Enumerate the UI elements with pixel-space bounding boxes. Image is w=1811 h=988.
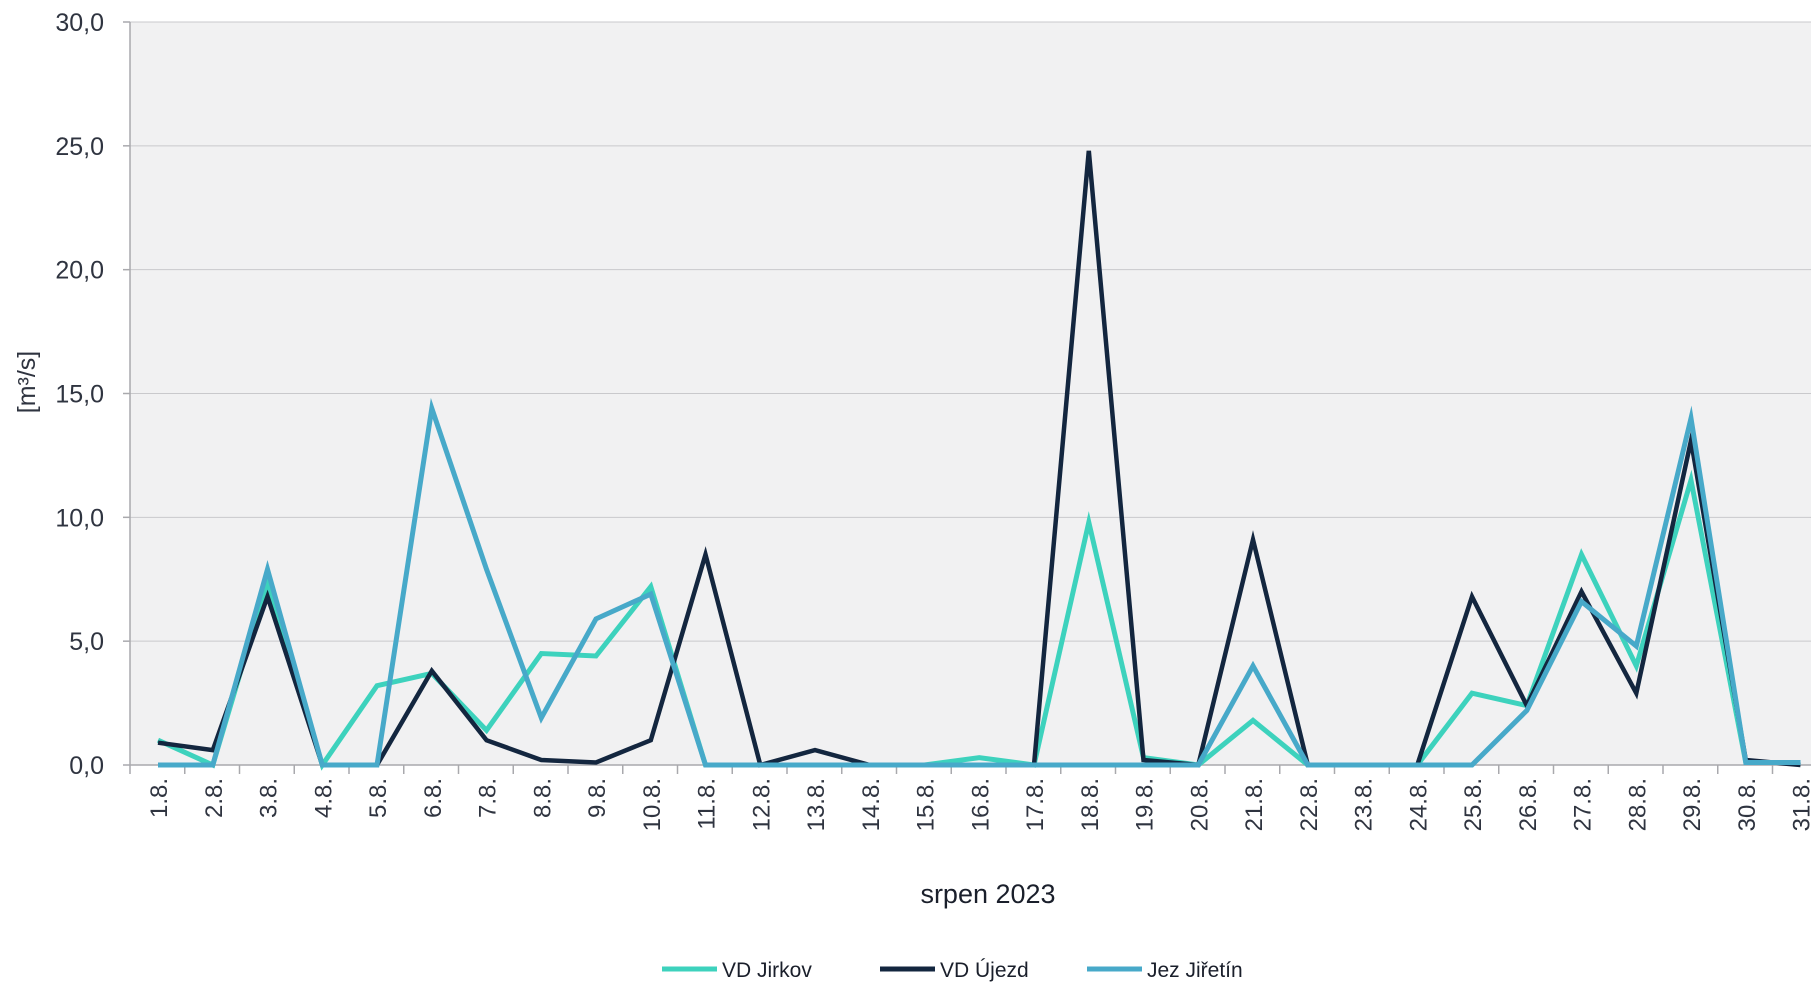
x-tick-label: 15.8. <box>913 778 940 831</box>
legend-label-3: Jez Jiřetín <box>1147 959 1243 982</box>
y-tick-label: 25,0 <box>55 133 104 161</box>
x-tick-label: 26.8. <box>1515 778 1542 831</box>
y-tick-label: 15,0 <box>55 381 104 409</box>
legend-label-1: VD Jirkov <box>722 959 812 982</box>
legend: VD Jirkov VD Újezd Jez Jiřetín <box>662 959 1243 982</box>
x-tick-label: 28.8. <box>1624 778 1651 831</box>
y-tick-labels: 0,0 5,0 10,0 15,0 20,0 25,0 30,0 <box>55 9 104 780</box>
x-axis-label: srpen 2023 <box>920 879 1055 909</box>
x-tick-label: 4.8. <box>310 778 337 818</box>
x-tick-label: 8.8. <box>529 778 556 818</box>
legend-label-2: VD Újezd <box>940 959 1029 982</box>
y-tick-label: 30,0 <box>55 9 104 37</box>
x-tick-label: 25.8. <box>1460 778 1487 831</box>
x-tick-label: 31.8. <box>1789 778 1811 831</box>
x-tick-labels: 1.8. 2.8. 3.8. 4.8. 5.8. 6.8. 7.8. 8.8. 9.8. 10.8… <box>146 778 1811 831</box>
y-tick-label: 0,0 <box>69 752 104 780</box>
x-tick-label: 10.8. <box>639 778 666 831</box>
x-tick-label: 12.8. <box>748 778 775 831</box>
x-tick-label: 19.8. <box>1132 778 1159 831</box>
x-tick-label: 17.8. <box>1022 778 1049 831</box>
x-tick-label: 2.8. <box>201 778 228 818</box>
x-tick-label: 1.8. <box>146 778 173 818</box>
x-tick-label: 11.8. <box>694 778 721 830</box>
x-tick-label: 5.8. <box>365 778 392 818</box>
y-tick-label: 5,0 <box>69 628 104 656</box>
x-tick-label: 29.8. <box>1679 778 1706 831</box>
x-tick-label: 18.8. <box>1077 778 1104 831</box>
x-tick-label: 24.8. <box>1405 778 1432 831</box>
x-tick-label: 6.8. <box>420 778 447 818</box>
x-tick-label: 23.8. <box>1351 778 1378 831</box>
x-tick-label: 9.8. <box>584 778 611 818</box>
x-tick-label: 30.8. <box>1734 778 1761 831</box>
x-tick-label: 7.8. <box>475 778 502 818</box>
x-tick-label: 20.8. <box>1186 778 1213 831</box>
x-tick-label: 3.8. <box>256 778 283 818</box>
x-tick-label: 21.8. <box>1241 778 1268 831</box>
y-axis-label: [m³/s] <box>13 351 41 414</box>
x-tick-label: 22.8. <box>1296 778 1323 831</box>
x-tick-label: 27.8. <box>1570 778 1597 831</box>
x-tick-label: 16.8. <box>967 778 994 831</box>
y-tick-label: 10,0 <box>55 504 104 532</box>
x-tick-label: 14.8. <box>858 778 885 831</box>
y-tick-label: 20,0 <box>55 257 104 285</box>
x-tick-label: 13.8. <box>803 778 830 831</box>
